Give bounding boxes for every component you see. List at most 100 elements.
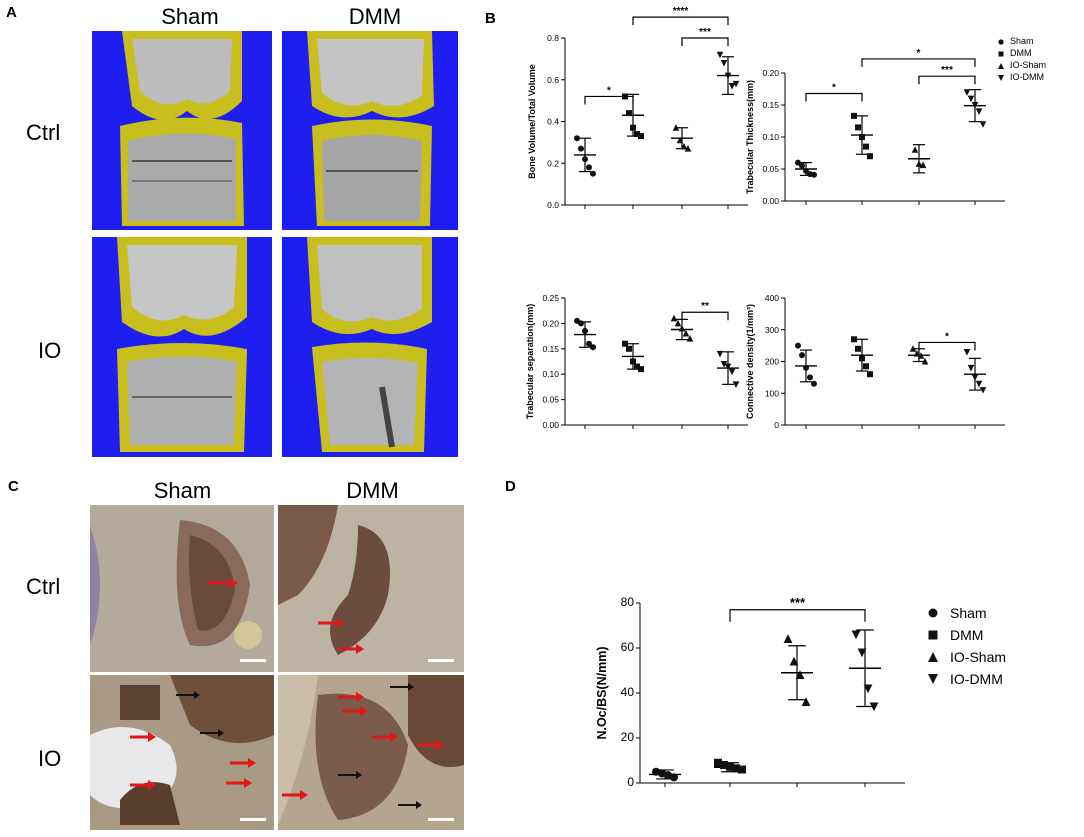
data-point — [979, 387, 987, 394]
legend-d-label: IO-DMM — [950, 671, 1003, 687]
data-point — [909, 345, 917, 352]
data-point — [975, 380, 983, 388]
data-point — [911, 146, 919, 153]
data-point — [726, 762, 734, 771]
significance-bracket — [632, 16, 729, 26]
data-point — [863, 363, 869, 370]
panel-b-legend: Sham DMM IO-Sham IO-DMM — [998, 36, 1047, 84]
legend-b-dmm: DMM — [998, 48, 1046, 60]
data-point — [859, 355, 865, 362]
y-tick-label: 40 — [621, 685, 635, 699]
legend-d-label: DMM — [950, 627, 984, 643]
data-point — [913, 349, 921, 357]
data-point — [917, 352, 925, 359]
significance-bracket — [918, 341, 976, 351]
data-point — [578, 145, 584, 152]
data-point — [686, 335, 694, 342]
data-point — [738, 765, 746, 774]
y-tick-label: 0.15 — [542, 344, 559, 354]
data-point — [795, 670, 805, 679]
data-point — [586, 340, 592, 347]
data-point — [638, 366, 644, 373]
data-point — [799, 162, 805, 169]
data-point — [582, 156, 588, 163]
data-point — [869, 702, 879, 712]
data-point — [716, 350, 724, 358]
y-tick-label: 0.00 — [542, 420, 559, 430]
legend-d-io-dmm: IO-DMM — [928, 668, 1006, 690]
significance-bracket — [805, 92, 863, 102]
data-point — [630, 124, 636, 131]
significance-label: ** — [701, 301, 709, 312]
data-point — [915, 160, 923, 167]
y-tick-label: 300 — [765, 325, 779, 335]
data-point — [582, 328, 588, 335]
data-point — [859, 134, 865, 140]
data-point — [921, 357, 929, 365]
data-point — [724, 363, 732, 371]
data-point — [851, 112, 857, 119]
panel-c-col-sham: Sham — [153, 478, 212, 503]
panel-a-letter: A — [6, 4, 17, 21]
legend-b-label: IO-DMM — [1010, 72, 1044, 82]
significance-bracket — [861, 58, 976, 67]
data-point — [975, 108, 983, 115]
y-tick-label: 0.05 — [542, 395, 559, 405]
panel-d-legend: Sham DMM IO-Sham IO-DMM — [928, 602, 1006, 690]
data-point — [863, 143, 869, 150]
data-point — [851, 630, 861, 640]
panel-a-col-dmm: DMM — [348, 4, 402, 29]
y-tick-label: 400 — [765, 293, 779, 303]
panel-a-row-io: IO — [38, 338, 62, 363]
significance-label: *** — [790, 595, 806, 610]
data-point — [728, 368, 736, 376]
y-tick-label: 80 — [621, 595, 635, 609]
histology-sham-ctrl — [90, 505, 274, 672]
data-point — [674, 319, 682, 327]
significance-bracket — [681, 311, 729, 321]
data-point — [857, 648, 867, 658]
histology-dmm-ctrl — [278, 505, 464, 672]
panel-c-row-io: IO — [38, 746, 62, 771]
data-point — [634, 131, 640, 138]
microct-dmm-io — [282, 237, 458, 457]
y-tick-label: 0.00 — [762, 196, 779, 206]
data-point — [682, 329, 690, 337]
legend-b-io-sham: IO-Sham — [998, 60, 1047, 72]
y-tick-label: 0.05 — [762, 164, 779, 174]
y-tick-label: 0 — [774, 420, 779, 430]
significance-label: * — [832, 82, 836, 93]
legend-b-triangle-up-icon — [998, 63, 1004, 69]
data-point — [658, 769, 666, 778]
y-tick-label: 0.8 — [547, 33, 559, 43]
significance-bracket — [584, 95, 634, 105]
data-point — [855, 124, 861, 131]
data-point — [590, 170, 596, 177]
panel-a-row-ctrl: Ctrl — [26, 120, 61, 145]
data-point — [863, 684, 873, 694]
data-point — [716, 51, 724, 59]
legend-b-label: IO-Sham — [1010, 60, 1047, 70]
legend-d-dmm: DMM — [928, 624, 1006, 646]
y-tick-label: 0.20 — [542, 318, 559, 328]
legend-d-square-icon — [928, 630, 938, 640]
data-point — [626, 110, 632, 117]
y-tick-label: 0.20 — [762, 68, 779, 78]
data-point — [728, 83, 736, 90]
legend-d-io-sham: IO-Sham — [928, 646, 1006, 668]
data-point — [783, 634, 793, 643]
data-point — [971, 102, 979, 109]
data-point — [795, 342, 801, 349]
data-point — [811, 380, 817, 387]
y-tick-label: 0.25 — [542, 293, 559, 303]
significance-label: * — [945, 331, 949, 342]
significance-label: * — [607, 85, 611, 96]
y-axis-label: N.Oc/BS(N/mm) — [595, 646, 609, 739]
data-point — [967, 364, 975, 372]
y-axis-label: Trabecular Thickness(mm) — [745, 80, 755, 194]
data-point — [664, 771, 672, 780]
y-tick-label: 20 — [621, 730, 635, 744]
legend-b-triangle-down-icon — [998, 75, 1004, 81]
significance-bracket — [681, 37, 729, 46]
y-tick-label: 0 — [627, 775, 634, 789]
